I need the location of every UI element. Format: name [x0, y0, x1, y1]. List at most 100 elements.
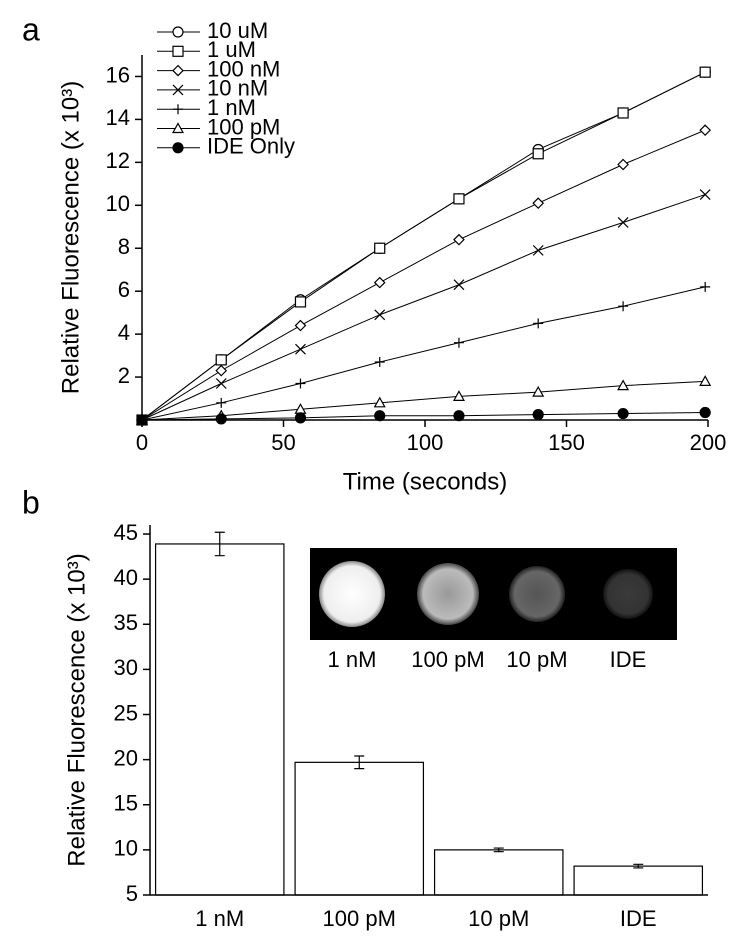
legend-marker: [172, 84, 184, 96]
marker: [453, 193, 465, 205]
marker: [532, 197, 545, 209]
marker: [617, 217, 629, 228]
bar: [573, 865, 704, 896]
marker: [374, 410, 386, 422]
y-tick-label: 40: [114, 565, 138, 590]
legend-label: 100 pM: [207, 114, 280, 139]
legend-label: 10 uM: [207, 18, 268, 43]
marker: [215, 354, 227, 366]
legend-label: 10 nM: [207, 76, 268, 101]
marker: [373, 396, 386, 408]
y-tick-label: 20: [114, 745, 138, 770]
marker: [617, 158, 629, 171]
y-tick-label: 12: [106, 148, 130, 173]
marker: [294, 412, 307, 424]
y-tick-label: 5: [126, 881, 138, 906]
legend-marker: [173, 104, 183, 115]
x-tick-label: 100: [407, 430, 444, 455]
y-tick-label: 14: [106, 105, 130, 130]
y-axis-title: Relative Fluorescence (x 10³): [57, 81, 84, 394]
legend-label: IDE Only: [207, 134, 295, 159]
marker: [453, 233, 465, 246]
marker: [295, 343, 306, 355]
legend-label: 100 nM: [207, 56, 280, 81]
marker: [532, 148, 544, 160]
bar: [433, 849, 564, 896]
inset-label: 10 pM: [506, 647, 567, 672]
marker: [373, 276, 386, 289]
series-line: [141, 194, 706, 421]
marker: [618, 301, 629, 312]
marker: [452, 390, 465, 401]
bar: [294, 761, 425, 896]
legend-label: 1 nM: [207, 95, 256, 120]
marker: [617, 379, 630, 391]
marker: [700, 281, 711, 292]
y-tick-label: 10: [106, 191, 130, 216]
marker: [216, 397, 227, 408]
error-bar: [214, 531, 225, 557]
y-tick-label: 16: [106, 62, 130, 87]
marker: [453, 410, 465, 422]
y-tick-label: 35: [114, 610, 138, 635]
y-tick-label: 10: [114, 836, 138, 861]
y-tick-label: 30: [114, 655, 138, 680]
series-line: [141, 380, 706, 421]
marker: [215, 413, 227, 425]
x-axis-title: Time (seconds): [343, 468, 507, 495]
marker: [532, 244, 544, 256]
y-tick-label: 4: [118, 320, 130, 345]
y-tick-label: 15: [114, 791, 138, 816]
marker: [699, 406, 711, 419]
legend-marker: [172, 26, 184, 38]
x-tick-label: 200: [690, 430, 727, 455]
marker: [453, 337, 464, 348]
x-tick-label: 150: [548, 430, 585, 455]
inset-label: 100 pM: [411, 647, 484, 672]
y-tick-label: 45: [114, 520, 138, 545]
marker: [699, 189, 711, 200]
x-tick-label: 1 nM: [195, 906, 244, 931]
marker: [533, 318, 544, 329]
x-tick-label: 100 pM: [323, 906, 396, 931]
legend-marker: [172, 64, 184, 77]
y-tick-label: 8: [118, 234, 130, 259]
bar: [154, 543, 285, 896]
legend-marker: [172, 142, 184, 154]
marker: [215, 364, 228, 377]
error-bar: [493, 847, 504, 853]
legend-marker: [171, 122, 185, 134]
marker: [617, 407, 629, 420]
marker: [374, 357, 385, 368]
marker: [699, 66, 711, 78]
marker: [374, 309, 386, 321]
marker: [215, 378, 227, 389]
error-bar: [633, 863, 644, 869]
marker: [294, 296, 307, 308]
panel-label: b: [22, 484, 40, 520]
marker: [453, 279, 465, 291]
marker: [294, 319, 307, 332]
y-axis-title: Relative Fluorescence (x 10³): [63, 553, 90, 866]
series-line: [141, 129, 706, 421]
marker: [699, 124, 712, 136]
x-tick-label: 0: [136, 430, 148, 455]
error-bar: [354, 755, 365, 770]
y-tick-label: 2: [118, 363, 130, 388]
inset-label: IDE: [610, 647, 647, 672]
x-tick-label: 10 pM: [468, 906, 529, 931]
x-tick-label: 50: [271, 430, 295, 455]
inset-image: [310, 548, 677, 640]
marker: [532, 385, 545, 397]
marker: [136, 414, 148, 426]
panel-label: a: [22, 11, 40, 47]
series-line: [141, 71, 706, 421]
legend-marker: [172, 45, 184, 57]
marker: [374, 242, 386, 254]
marker: [532, 409, 544, 421]
inset-label: 1 nM: [328, 647, 377, 672]
marker: [617, 107, 629, 119]
marker: [699, 375, 712, 386]
y-tick-label: 25: [114, 700, 138, 725]
